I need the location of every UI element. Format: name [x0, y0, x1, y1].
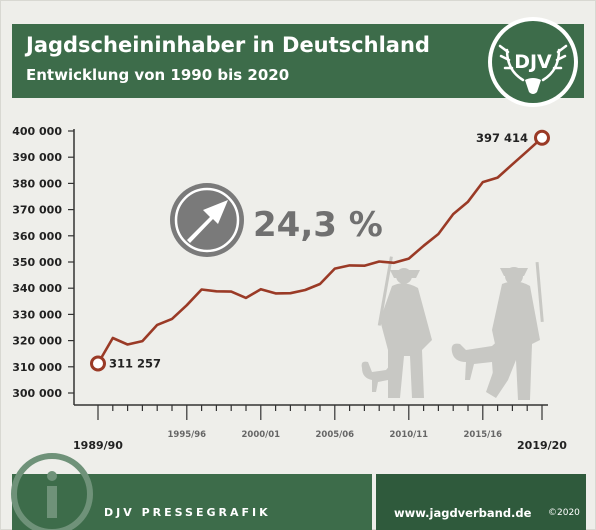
x-tick-label: 2015/16 [464, 430, 503, 440]
y-tick-label: 370 000 [12, 204, 62, 217]
footer-copyright: ©2020 [548, 508, 580, 518]
change-percentage: 24,3 % [253, 205, 383, 245]
chart-subtitle: Entwicklung von 1990 bis 2020 [26, 66, 290, 84]
x-tick-label: 1995/96 [168, 430, 207, 440]
y-tick-label: 400 000 [12, 125, 62, 138]
series-line [96, 136, 543, 365]
y-tick-label: 300 000 [12, 387, 62, 400]
logo-text: DJV [514, 51, 552, 73]
deer-antler-logo-icon: DJV [488, 17, 578, 107]
start-value-label: 311 257 [109, 357, 161, 371]
end-value-label: 397 414 [476, 131, 528, 145]
footer-url[interactable]: www.jagdverband.de [394, 506, 532, 520]
x-tick-label: 1989/90 [73, 439, 123, 452]
y-tick-label: 330 000 [12, 308, 62, 321]
hunter-dog-silhouette-icon [361, 256, 544, 400]
footer-left-bar [12, 474, 372, 530]
y-tick-label: 340 000 [12, 282, 62, 295]
footer-right-bar [376, 474, 586, 530]
y-tick-label: 320 000 [12, 335, 62, 348]
footer-brand: DJV PRESSEGRAFIK [104, 506, 271, 519]
y-tick-label: 310 000 [12, 361, 62, 374]
y-tick-label: 380 000 [12, 177, 62, 190]
up-right-arrow-icon [170, 183, 244, 257]
end-point-marker [534, 129, 550, 146]
x-tick-label: 2010/11 [390, 430, 429, 440]
chart-title: Jagdscheininhaber in Deutschland [26, 33, 430, 57]
y-tick-label: 390 000 [12, 151, 62, 164]
x-tick-label: 2019/20 [517, 439, 567, 452]
x-tick-label: 2000/01 [242, 430, 281, 440]
info-icon [11, 453, 93, 530]
y-tick-label: 350 000 [12, 256, 62, 269]
start-point-marker [90, 355, 106, 372]
y-tick-label: 360 000 [12, 230, 62, 243]
x-tick-label: 2005/06 [316, 430, 355, 440]
